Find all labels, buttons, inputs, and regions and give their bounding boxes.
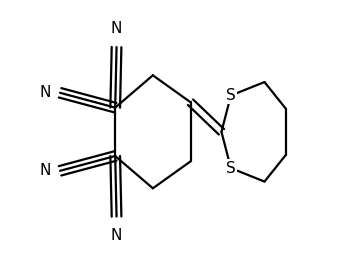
Text: N: N [111,228,122,243]
Text: N: N [40,85,51,100]
Text: S: S [226,161,236,176]
Text: N: N [111,21,122,36]
Text: S: S [226,88,236,103]
Text: N: N [40,163,51,178]
